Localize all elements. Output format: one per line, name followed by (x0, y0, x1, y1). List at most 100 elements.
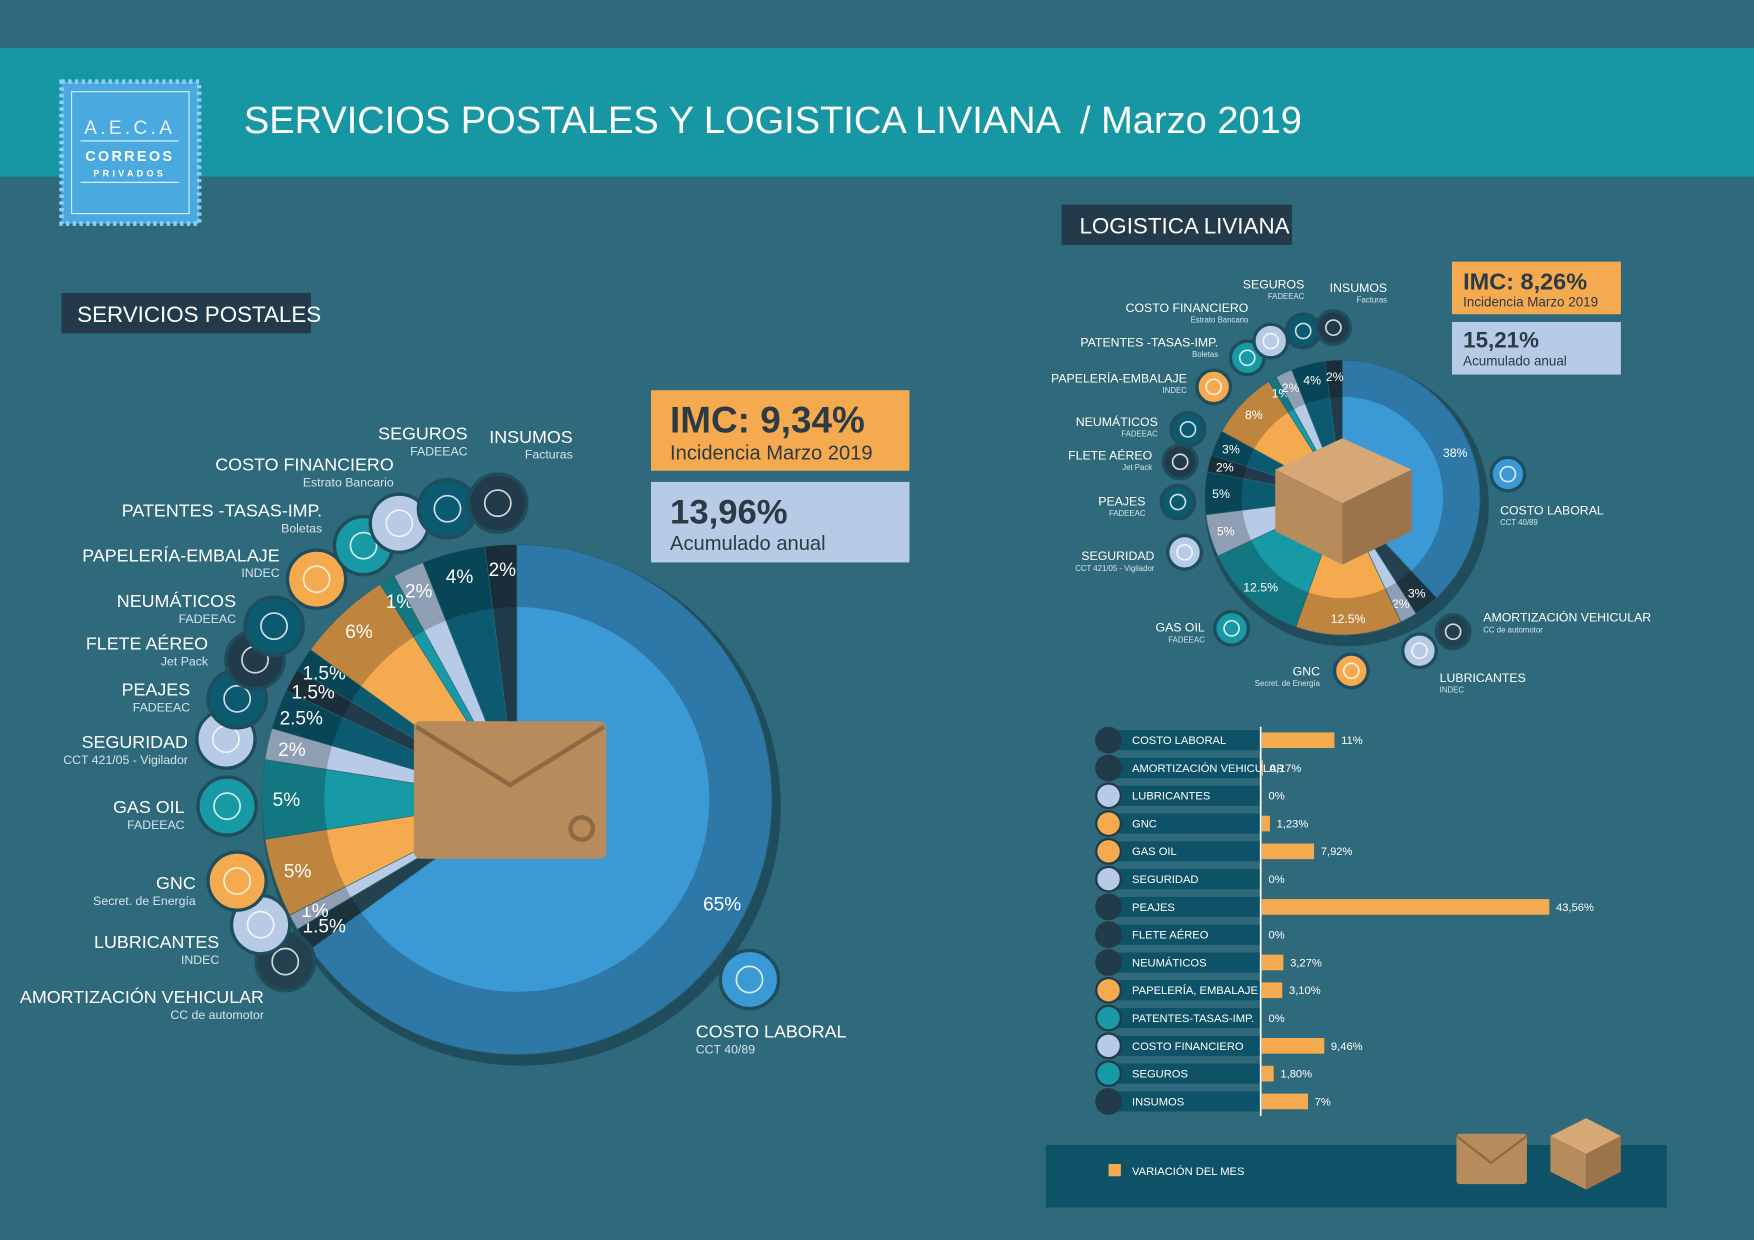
bar-value-label: 7,92% (1321, 846, 1353, 858)
slice-outer-shade (422, 546, 493, 621)
envelope-seal (568, 815, 596, 842)
row-background (1098, 869, 1261, 890)
category-source: INDEC (1440, 686, 1465, 695)
category-label: GAS OIL (113, 797, 185, 817)
category-label: PEAJES (1098, 494, 1145, 508)
slice-outer-shade (1342, 360, 1480, 598)
category-label: LUBRICANTES (94, 932, 219, 952)
bar-value-label: 11% (1341, 735, 1363, 747)
legend-swatch (1108, 1163, 1121, 1177)
category-label: INSUMOS (1330, 281, 1387, 295)
slice-value-label: 2% (278, 740, 306, 761)
legend-label: VARIACIÓN DEL MES (1132, 1165, 1244, 1178)
slice-value-label: 8% (1245, 408, 1263, 422)
slice-value-label: 6% (345, 622, 373, 643)
row-background (1098, 813, 1261, 834)
row-background (1098, 841, 1261, 862)
category-label: PATENTES -TASAS-IMP. (1080, 336, 1218, 350)
bar-value-label: 1,23% (1277, 818, 1309, 830)
summary-value: IMC: 9,34% (670, 400, 865, 441)
category-label: INSUMOS (1132, 1096, 1184, 1108)
logo-text: CORREOS (85, 149, 174, 165)
summary-caption: Incidencia Marzo 2019 (670, 443, 873, 465)
category-source: FADEEAC (133, 700, 191, 714)
summary-box (651, 390, 910, 471)
envelope-flap (1455, 1135, 1528, 1165)
summary-value: IMC: 8,26% (1463, 269, 1587, 295)
category-label: PATENTES -TASAS-IMP. (122, 501, 322, 521)
slice-value-label: 65% (703, 895, 741, 916)
slice-outer-shade (297, 897, 362, 950)
category-source: Facturas (1357, 295, 1387, 304)
category-label: LUBRICANTES (1440, 671, 1526, 685)
category-icon-inner (1342, 662, 1360, 680)
slice-value-label: 4% (446, 567, 474, 588)
bar-value-label: 0% (1269, 1013, 1285, 1025)
row-background (1098, 952, 1261, 973)
slice-value-label: 2% (405, 582, 433, 603)
category-source: CCT 40/89 (696, 1043, 755, 1057)
category-icon (243, 595, 305, 657)
slice-value-label: 2% (489, 560, 517, 581)
logo-text: PRIVADOS (93, 169, 166, 179)
category-icon-inner (1179, 420, 1197, 438)
bar (1261, 1038, 1325, 1054)
logo: A.E.C.A CORREOS PRIVADOS (59, 79, 202, 226)
category-icon-inner (1444, 623, 1462, 641)
row-background (1098, 896, 1261, 917)
box-side (1550, 1136, 1587, 1190)
category-label: PAPELERÍA, EMBALAJE (1132, 984, 1258, 997)
category-source: INDEC (1163, 386, 1188, 395)
bar (1261, 899, 1550, 915)
row-icon (1095, 949, 1122, 976)
category-icon (718, 948, 781, 1011)
row-icon (1095, 810, 1122, 837)
category-label: COSTO FINANCIERO (1126, 301, 1249, 315)
category-icon-inner (1294, 322, 1312, 340)
slice-value-label: 2% (1282, 381, 1300, 395)
category-source: INDEC (181, 953, 219, 967)
slice-outer-shade (297, 649, 362, 702)
slice-outer-shade (1211, 431, 1255, 467)
row-icon (1095, 921, 1122, 949)
summary-box (1451, 261, 1621, 315)
row-background (1098, 1007, 1261, 1029)
section-title: LOGISTICA LIVIANA (1079, 214, 1289, 239)
category-label: PEAJES (122, 679, 191, 699)
category-label: GNC (1293, 664, 1320, 678)
row-icon (1095, 754, 1122, 782)
row-icon (1095, 976, 1122, 1004)
category-label: NEUMÁTICOS (1076, 414, 1158, 429)
slice-value-label: 1.5% (291, 682, 334, 703)
category-icon-inner (735, 965, 764, 994)
category-source: FADEEAC (179, 612, 237, 626)
category-icon (1195, 368, 1233, 406)
row-icon (1095, 1032, 1122, 1060)
category-label: GAS OIL (1156, 621, 1205, 635)
slice-outer-shade (1217, 540, 1309, 627)
bar-value-label: 0% (1269, 791, 1285, 803)
category-source: Secret. de Energía (1255, 679, 1321, 688)
category-icon-inner (1411, 642, 1428, 660)
summary-box (1451, 322, 1621, 375)
slice-value-label: 1.5% (303, 917, 346, 938)
slice-outer-shade (380, 576, 425, 638)
category-source: FADEEAC (1121, 430, 1158, 439)
bar-value-label: 1,80% (1280, 1069, 1312, 1081)
row-icon (1095, 726, 1122, 754)
category-source: FADEEAC (1109, 509, 1146, 518)
logo-text: A.E.C.A (84, 118, 175, 139)
slice-value-label: 2% (1392, 597, 1410, 611)
slice-outer-shade (1205, 510, 1252, 557)
slice-value-label: 1.5% (303, 664, 346, 685)
summary-caption: Acumulado anual (670, 533, 826, 555)
box-top (1275, 438, 1412, 504)
category-icon (1169, 410, 1207, 448)
summary-box (651, 481, 910, 563)
category-label: PATENTES-TASAS-IMP. (1132, 1013, 1254, 1025)
box-side (1275, 469, 1343, 565)
category-label: SEGUROS (1132, 1069, 1188, 1081)
row-background (1098, 730, 1261, 751)
summary-caption: Incidencia Marzo 2019 (1463, 294, 1598, 309)
